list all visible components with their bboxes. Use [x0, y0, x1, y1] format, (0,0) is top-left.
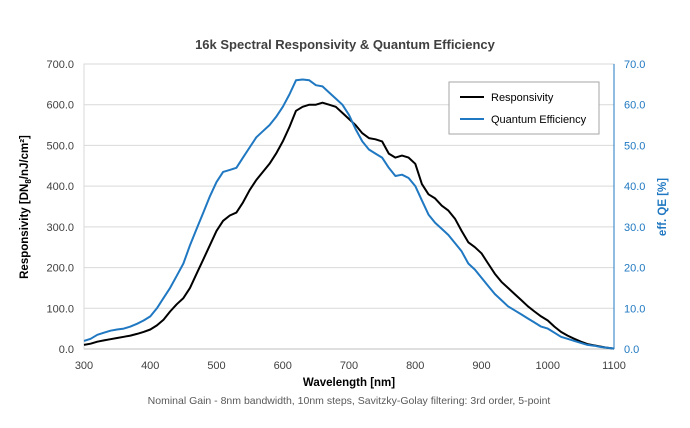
- left-y-tick-label: 600.0: [46, 100, 74, 112]
- right-y-tick-label: 70.0: [624, 59, 645, 71]
- x-tick-label: 400: [141, 360, 159, 372]
- right-y-tick-labels: 0.0 10.0 20.0 30.0 40.0 50.0 60.0 70.0: [624, 59, 645, 356]
- x-tick-label: 800: [406, 360, 424, 372]
- left-y-tick-label: 400.0: [46, 181, 74, 193]
- right-y-axis-title: eff. QE [%]: [657, 178, 669, 236]
- legend: Responsivity Quantum Efficiency: [448, 81, 600, 135]
- right-y-tick-label: 20.0: [624, 263, 645, 275]
- left-y-tick-label: 500.0: [46, 140, 74, 152]
- x-tick-label: 300: [75, 360, 93, 372]
- series-line-quantum-efficiency: [83, 78, 615, 350]
- right-y-tick-label: 60.0: [624, 100, 645, 112]
- left-y-tick-label: 700.0: [46, 59, 74, 71]
- legend-label-responsivity: Responsivity: [491, 92, 554, 104]
- left-y-axis-title: Responsivity [DN8/nJ/cm²]: [19, 135, 33, 279]
- right-y-tick-label: 30.0: [624, 222, 645, 234]
- right-y-tick-label: 50.0: [624, 140, 645, 152]
- legend-box: [448, 81, 600, 135]
- series-line-responsivity: [83, 101, 615, 350]
- right-y-tick-label: 0.0: [624, 344, 639, 356]
- left-y-tick-label: 200.0: [46, 263, 74, 275]
- x-tick-label: 900: [472, 360, 490, 372]
- chart-footnote: Nominal Gain - 8nm bandwidth, 10nm steps…: [148, 395, 551, 407]
- x-tick-label: 1000: [536, 360, 560, 372]
- right-y-tick-label: 40.0: [624, 181, 645, 193]
- left-y-axis-title-main: Responsivity [DN: [19, 184, 31, 279]
- legend-label-quantum-efficiency: Quantum Efficiency: [491, 114, 587, 126]
- x-tick-label: 600: [274, 360, 292, 372]
- chart-title: 16k Spectral Responsivity & Quantum Effi…: [195, 37, 496, 52]
- x-axis-title: Wavelength [nm]: [303, 377, 395, 389]
- left-y-axis-title-subscript: 8: [24, 179, 33, 184]
- left-y-tick-label: 0.0: [59, 344, 74, 356]
- x-tick-label: 500: [207, 360, 225, 372]
- left-y-axis-title-tail: /nJ/cm²]: [19, 135, 31, 179]
- left-y-tick-label: 100.0: [46, 303, 74, 315]
- right-y-tick-label: 10.0: [624, 303, 645, 315]
- x-tick-label: 700: [340, 360, 358, 372]
- x-tick-label: 1100: [602, 360, 626, 372]
- left-y-tick-label: 300.0: [46, 222, 74, 234]
- left-y-tick-labels: 0.0 100.0 200.0 300.0 400.0 500.0 600.0 700.0: [46, 59, 74, 356]
- series-lines: [83, 78, 615, 350]
- x-tick-labels: 300 400 500 600 700 800 900 1000 1100: [75, 360, 626, 372]
